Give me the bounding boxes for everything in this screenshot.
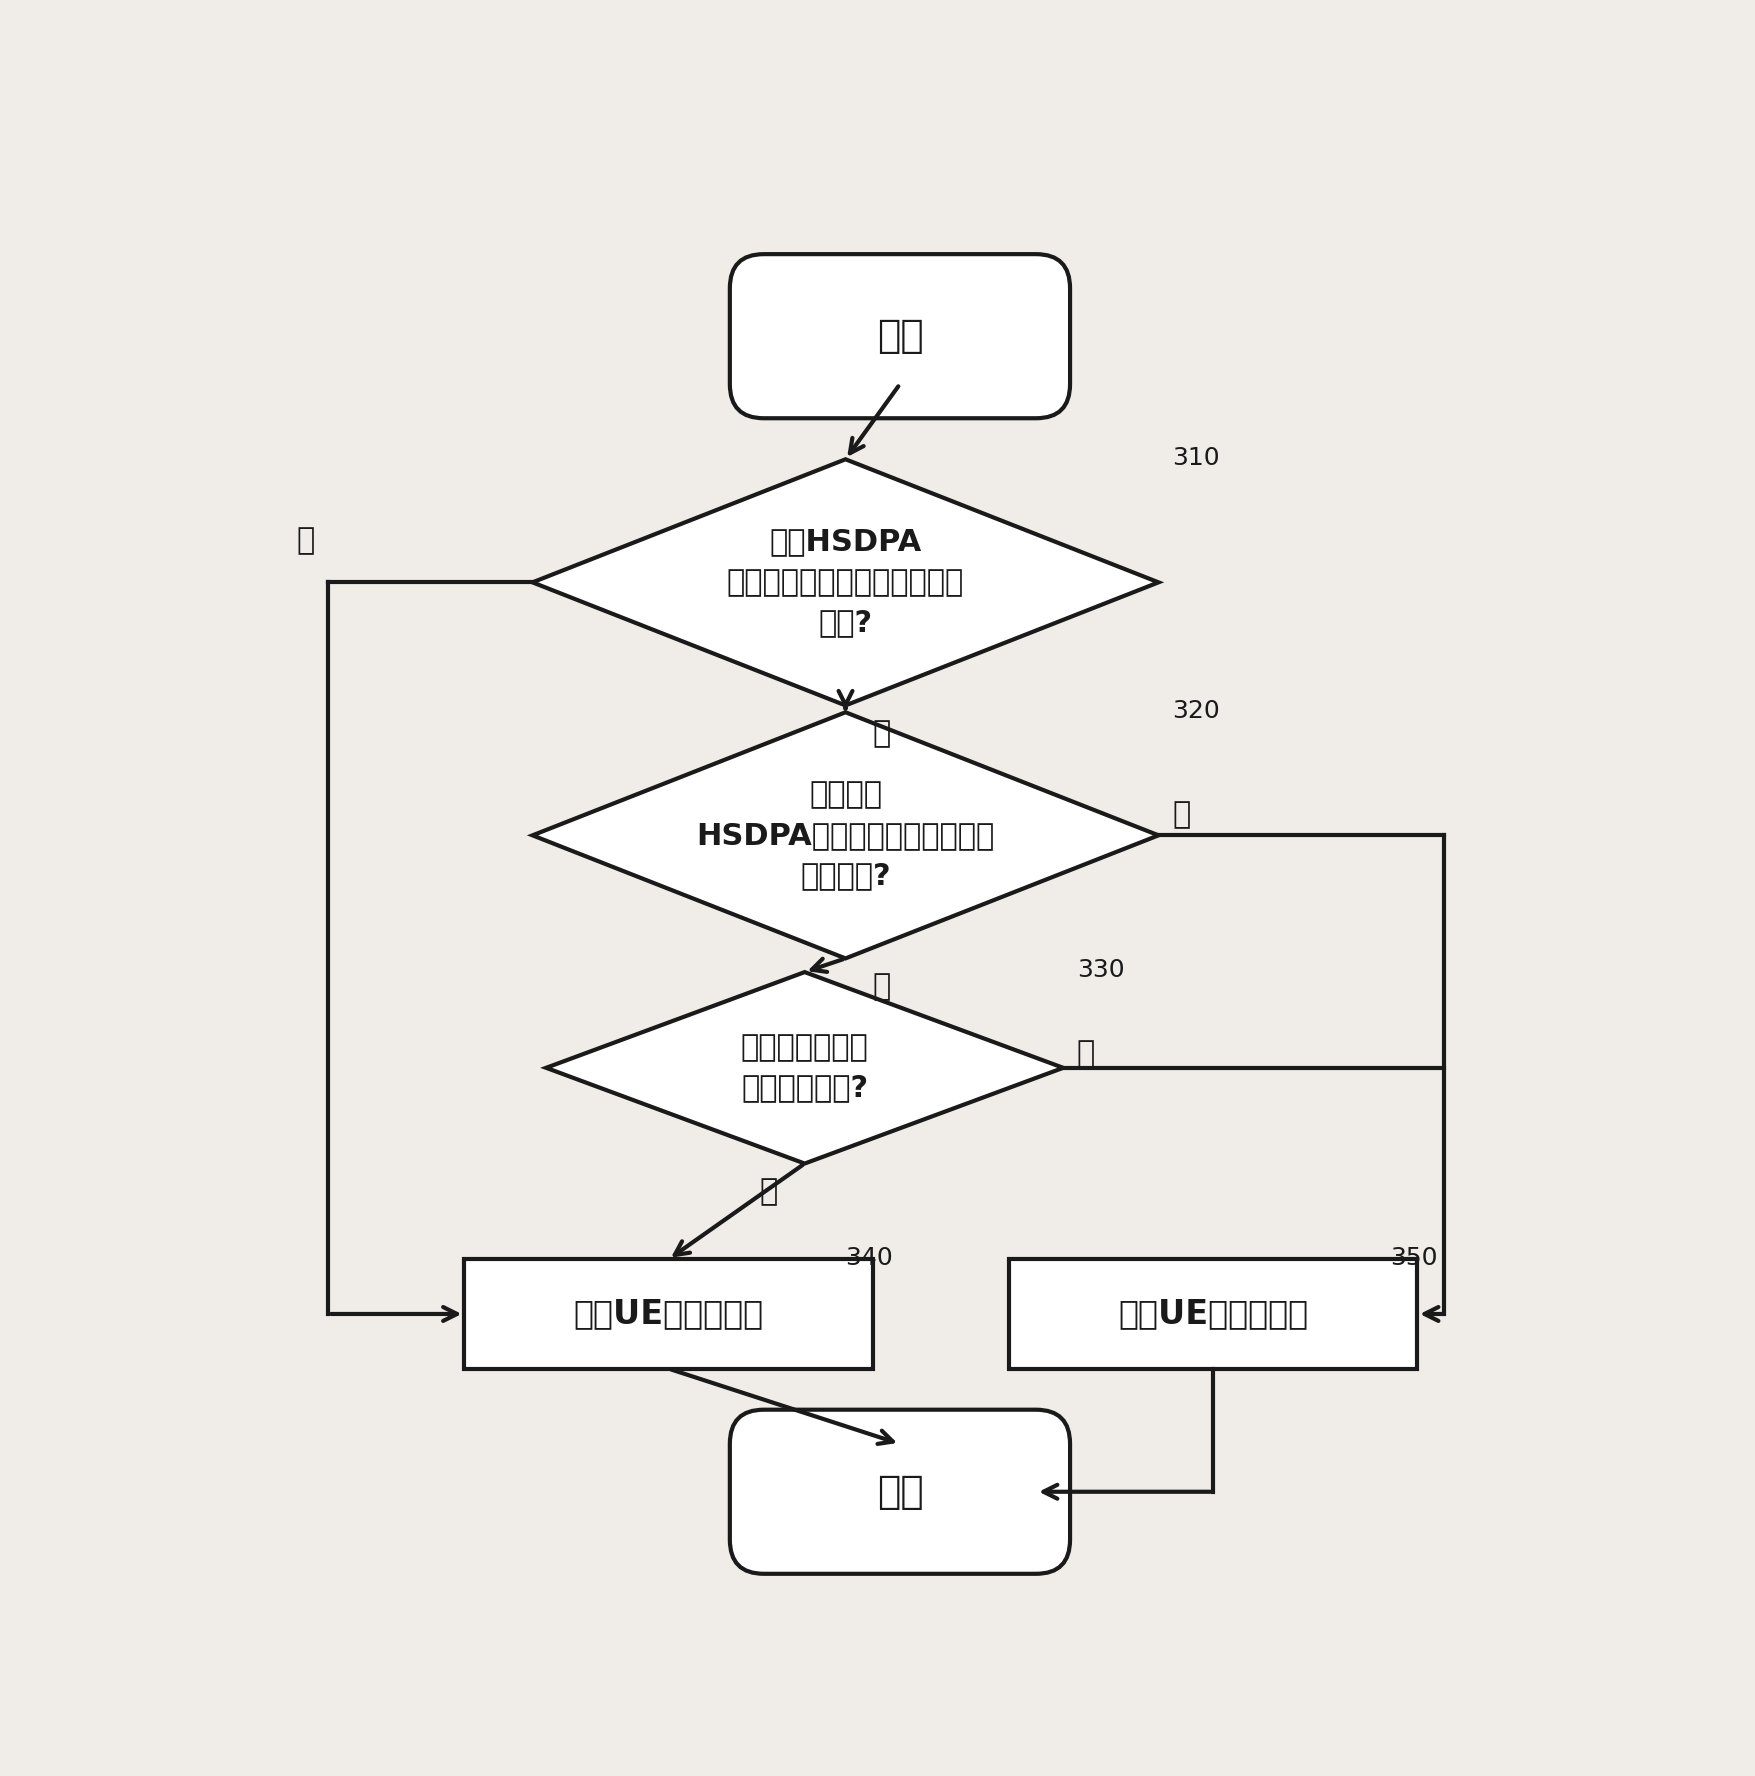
Text: 结束: 结束 (876, 1472, 923, 1511)
Text: 否: 否 (872, 719, 890, 748)
Text: 310: 310 (1172, 446, 1220, 469)
Text: 准许UE的接入请求: 准许UE的接入请求 (574, 1298, 763, 1330)
Text: 340: 340 (846, 1245, 893, 1270)
Text: 拒绝UE的接入请求: 拒绝UE的接入请求 (1118, 1298, 1307, 1330)
Bar (463, 1259, 872, 1369)
FancyBboxPatch shape (730, 254, 1069, 419)
Text: 否: 否 (1172, 801, 1190, 829)
Text: 否: 否 (1076, 1039, 1095, 1069)
Polygon shape (546, 971, 1062, 1163)
Text: 是: 是 (758, 1177, 777, 1206)
Text: 下行总发射功率
是否满足要求?: 下行总发射功率 是否满足要求? (741, 1034, 869, 1103)
Text: 330: 330 (1076, 959, 1123, 982)
Polygon shape (532, 460, 1158, 705)
Text: 开始: 开始 (876, 318, 923, 355)
Polygon shape (532, 712, 1158, 959)
Text: 当前所有
HSDPA信道的总发射功率是否
满足要求?: 当前所有 HSDPA信道的总发射功率是否 满足要求? (697, 780, 993, 890)
Text: 已有HSDPA
实时业务的服务质量是否得到
满足?: 已有HSDPA 实时业务的服务质量是否得到 满足? (727, 527, 963, 638)
Text: 是: 是 (297, 526, 314, 556)
Text: 350: 350 (1390, 1245, 1437, 1270)
FancyBboxPatch shape (730, 1410, 1069, 1574)
Text: 是: 是 (872, 971, 890, 1002)
Text: 320: 320 (1172, 698, 1220, 723)
Bar (1007, 1259, 1416, 1369)
